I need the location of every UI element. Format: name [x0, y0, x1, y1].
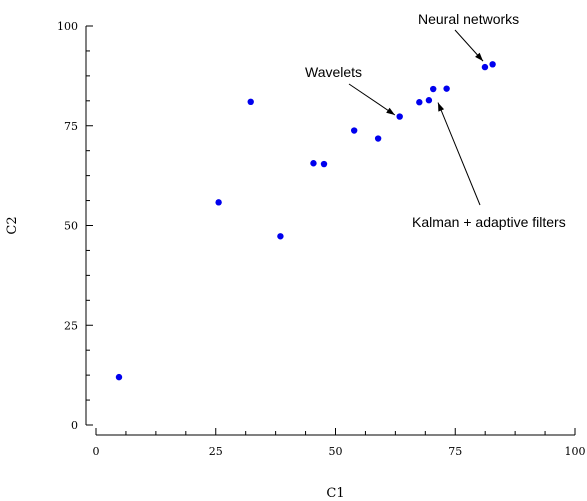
data-point [374, 135, 382, 142]
y-tick-label: 0 [71, 419, 78, 432]
data-point [310, 160, 317, 167]
y-axis-title: C2 [5, 216, 20, 234]
data-point [247, 98, 254, 106]
x-tick-label: 25 [209, 445, 223, 458]
data-points [115, 61, 496, 381]
annotation-arrowhead [386, 107, 395, 115]
x-tick-label: 100 [565, 445, 586, 458]
annotations: Neural networks Wavelets Kalman + adaptive… [305, 11, 566, 230]
annotation-label: Kalman + adaptive filters [412, 214, 566, 230]
annotation-arrowhead [475, 52, 484, 62]
annotation-arrowhead [438, 102, 445, 112]
x-axis-title: C1 [326, 486, 344, 501]
data-point [215, 199, 222, 206]
annotation-arrow-line [437, 102, 481, 206]
y-tick-label: 25 [64, 319, 78, 332]
x-tick-label: 0 [93, 445, 100, 458]
data-point [443, 85, 450, 92]
y-ticks: 0 25 50 75 100 [57, 20, 93, 432]
data-point [396, 113, 403, 120]
data-point [489, 61, 496, 68]
data-point [430, 85, 437, 93]
axes [85, 26, 575, 436]
data-point [350, 127, 358, 134]
x-ticks: 0 25 50 75 100 [93, 428, 586, 458]
data-point [277, 233, 284, 240]
y-tick-label: 75 [64, 120, 78, 133]
data-point [481, 63, 489, 71]
data-point [425, 97, 433, 104]
x-tick-label: 50 [329, 445, 343, 458]
data-point [115, 373, 123, 381]
x-tick-label: 75 [448, 445, 462, 458]
y-tick-label: 50 [64, 220, 78, 233]
annotation-label: Wavelets [305, 64, 362, 80]
annotation-arrow-line [348, 83, 396, 116]
annotation-label: Neural networks [418, 11, 519, 27]
data-point [320, 160, 328, 168]
data-point [416, 99, 423, 106]
y-tick-label: 100 [57, 20, 78, 33]
